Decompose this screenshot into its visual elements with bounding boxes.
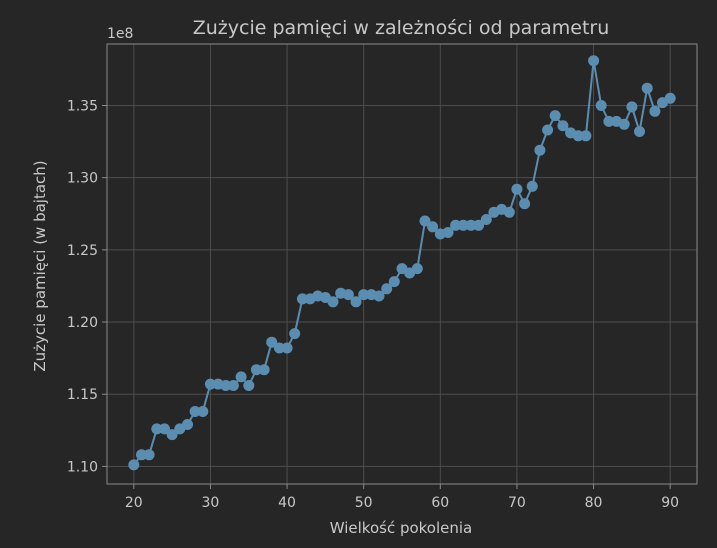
data-point: [526, 180, 538, 192]
data-point: [450, 219, 462, 231]
x-tick-label: 70: [508, 495, 526, 511]
data-point: [457, 219, 469, 231]
x-tick-label: 30: [202, 495, 220, 511]
x-axis-label: Wielkość pokolenia: [330, 519, 473, 537]
y-tick-label: 1.15: [67, 387, 98, 403]
data-point: [227, 380, 239, 391]
y-tick-label: 1.30: [67, 171, 98, 187]
data-point: [442, 227, 454, 238]
data-point: [289, 328, 301, 340]
series: [128, 55, 676, 471]
data-point: [534, 144, 546, 156]
y-tick-label: 1.25: [67, 243, 98, 259]
data-point: [388, 276, 400, 288]
data-point: [580, 130, 592, 142]
data-point: [595, 100, 607, 111]
data-point: [296, 293, 308, 305]
data-point: [136, 449, 147, 461]
x-tick-label: 80: [585, 495, 603, 511]
data-point: [266, 336, 278, 348]
data-point: [166, 429, 178, 441]
data-point: [519, 198, 531, 210]
data-point: [358, 289, 370, 301]
data-point: [427, 221, 439, 233]
x-tick-label: 20: [125, 495, 143, 511]
data-point: [220, 380, 232, 391]
data-point: [511, 183, 523, 195]
x-tick-label: 50: [355, 495, 373, 511]
data-point: [258, 364, 270, 376]
data-point: [273, 342, 285, 354]
data-point: [419, 215, 431, 227]
data-point: [649, 105, 661, 117]
data-point: [603, 115, 615, 127]
data-point: [641, 82, 653, 94]
data-point: [250, 364, 262, 376]
data-point: [197, 406, 209, 417]
data-point: [465, 219, 477, 231]
y-tick-label: 1.20: [67, 315, 98, 331]
data-point: [664, 92, 676, 104]
data-point: [542, 124, 554, 136]
data-point: [473, 219, 485, 231]
chart-title: Zużycie pamięci w zależności od parametr…: [193, 17, 610, 39]
axis-ticks: 20 30 40 50 60 70 80 90 1.10 1.15 1.20 1.25 1.30 1.35: [67, 98, 679, 511]
data-point: [235, 371, 247, 383]
y-axis-label: Zużycie pamięci (w bajtach): [31, 160, 49, 371]
data-point: [626, 101, 638, 113]
plot-area-frame: [106, 43, 698, 485]
data-point: [373, 290, 385, 302]
data-point: [588, 55, 600, 67]
data-point: [143, 449, 155, 461]
x-tick-label: 40: [278, 495, 296, 511]
data-point: [281, 342, 293, 354]
data-point: [243, 380, 255, 391]
data-point: [350, 296, 362, 308]
data-point: [480, 214, 492, 225]
data-point: [572, 130, 584, 142]
y-tick-label: 1.10: [67, 459, 98, 475]
data-point: [381, 283, 393, 295]
y-tick-label: 1.35: [67, 98, 98, 114]
data-point: [618, 118, 630, 130]
data-point: [634, 126, 645, 137]
data-point: [182, 419, 193, 430]
data-point: [327, 296, 339, 308]
data-point: [549, 110, 561, 122]
data-point: [128, 459, 140, 471]
data-point: [189, 406, 201, 417]
data-point: [503, 206, 515, 218]
data-point: [204, 378, 216, 390]
series-line: [133, 59, 671, 466]
data-point: [411, 263, 423, 275]
data-point: [557, 120, 569, 132]
data-point: [342, 289, 354, 301]
x-tick-label: 90: [661, 495, 679, 511]
y-offset-label: 1e8: [107, 26, 133, 42]
data-point: [159, 423, 170, 435]
x-tick-label: 60: [431, 495, 449, 511]
data-point: [151, 423, 163, 435]
